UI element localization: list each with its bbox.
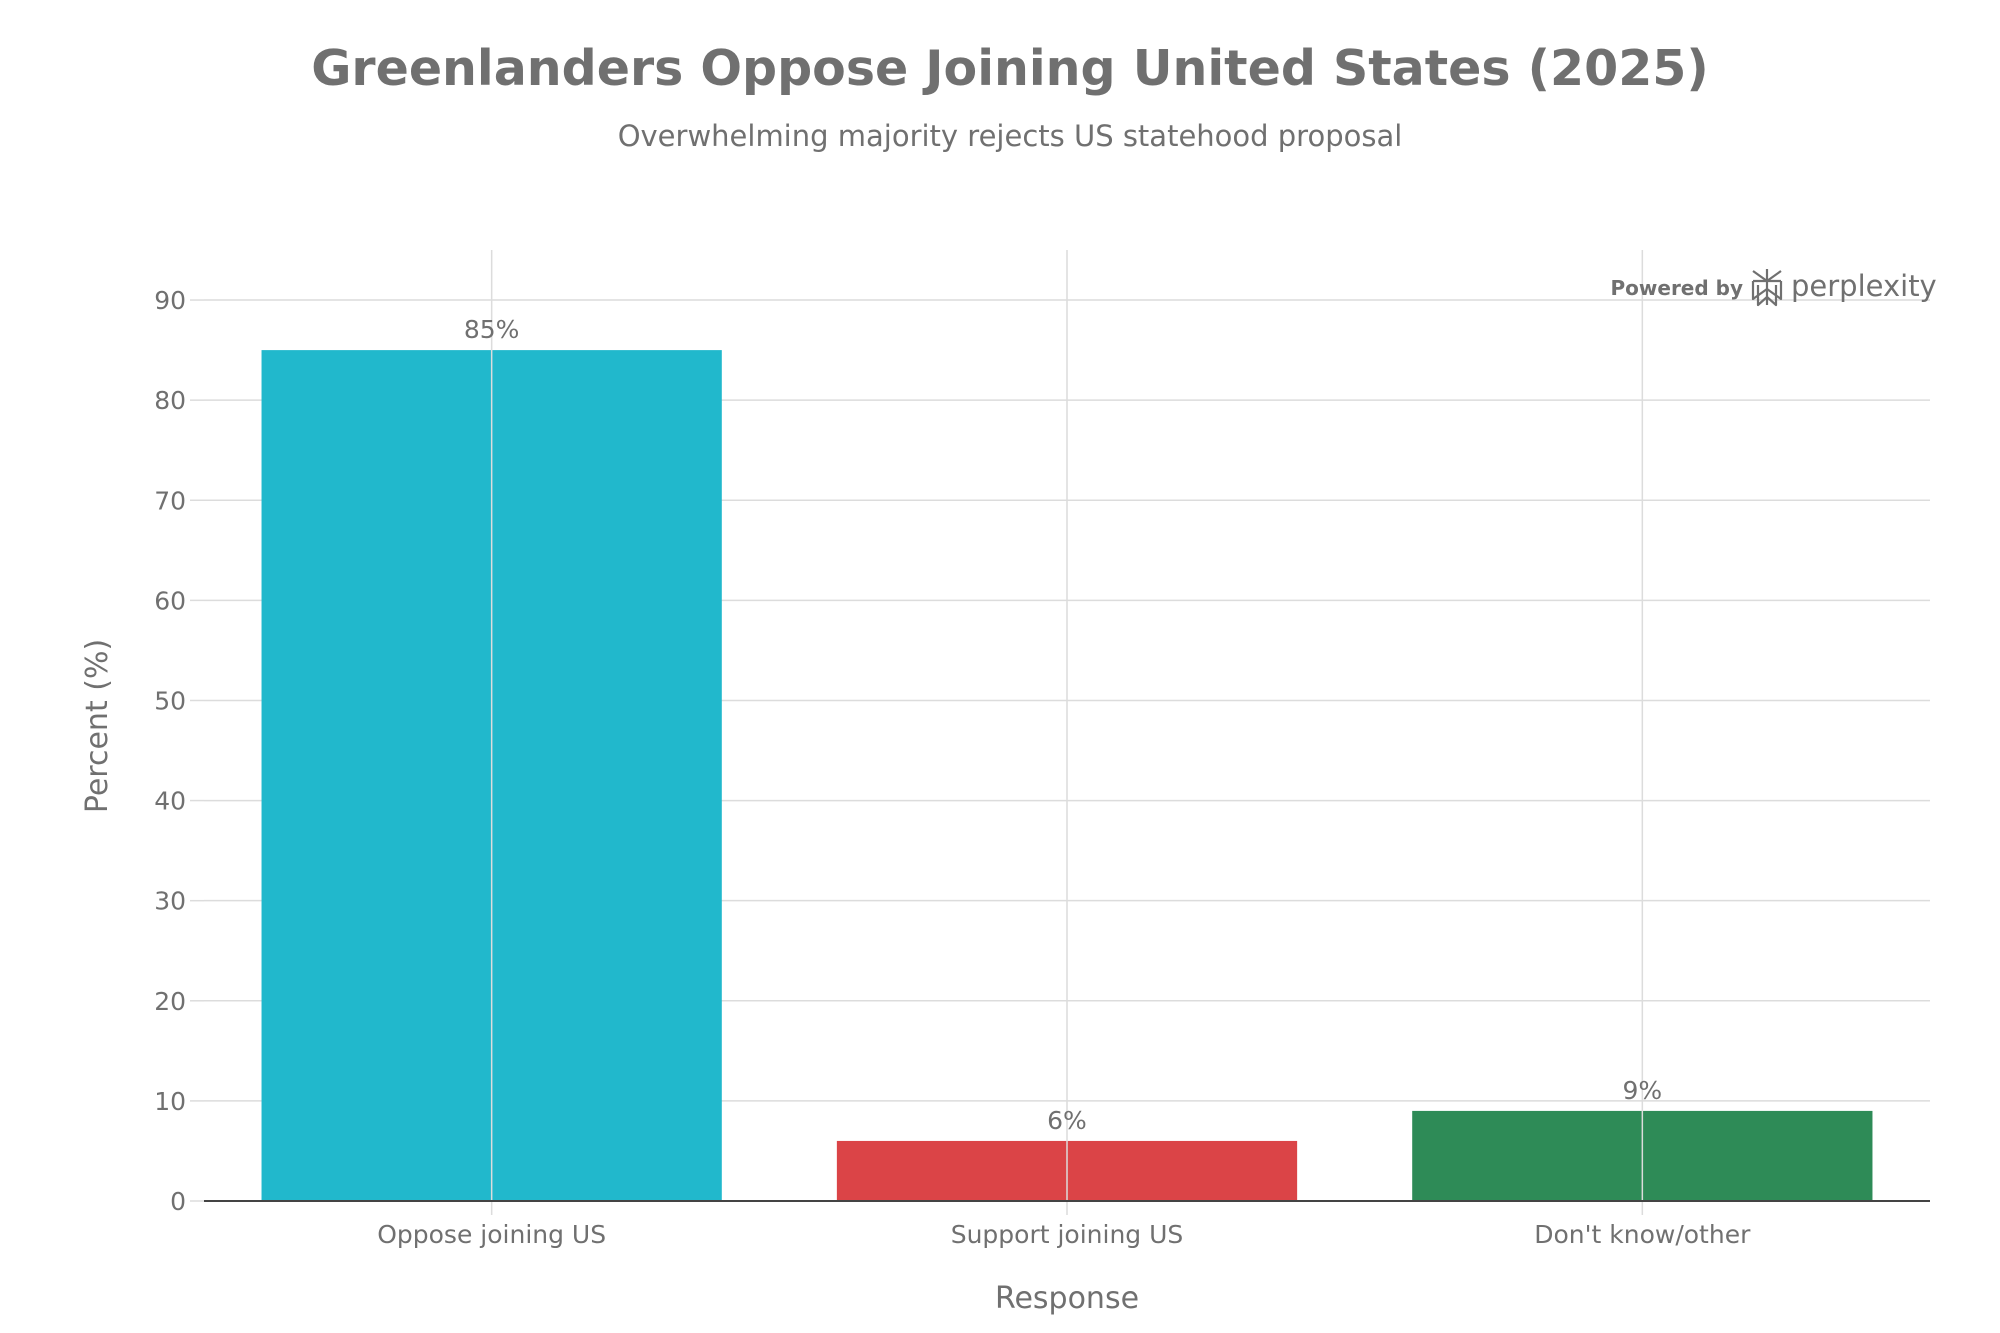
- y-tick-label: 40: [154, 787, 186, 816]
- y-tick-label: 20: [154, 987, 186, 1016]
- x-tick-label: Don't know/other: [1534, 1220, 1751, 1249]
- x-tick-label: Support joining US: [951, 1220, 1184, 1249]
- powered-by-badge: Powered by perplexity: [1611, 269, 1937, 307]
- y-tick-label: 10: [154, 1087, 186, 1116]
- data-labels: 85% 6% 9%: [464, 315, 1662, 1135]
- y-tick-label: 90: [154, 286, 186, 315]
- bar-value-label: 9%: [1622, 1076, 1662, 1105]
- x-tick-label: Oppose joining US: [377, 1220, 606, 1249]
- y-axis-title: Percent (%): [80, 639, 115, 813]
- perplexity-logo-icon: [1751, 269, 1783, 307]
- x-axis-title: Response: [995, 1281, 1139, 1316]
- y-tick-label: 70: [154, 486, 186, 515]
- category-grid-lines: [490, 250, 1644, 1215]
- y-tick-label: 30: [154, 887, 186, 916]
- powered-by-label: Powered by: [1611, 276, 1744, 300]
- y-tick-label: 50: [154, 686, 186, 715]
- y-tick-label: 60: [154, 586, 186, 615]
- chart-subtitle: Overwhelming majority rejects US stateho…: [618, 119, 1403, 153]
- y-axis-ticks: 0 10 20 30 40 50 60 70 80 90: [154, 286, 204, 1216]
- y-tick-label: 80: [154, 386, 186, 415]
- bar-value-label: 85%: [464, 315, 520, 344]
- x-axis-ticks: Oppose joining US Support joining US Don't…: [377, 1220, 1751, 1249]
- perplexity-wordmark: perplexity: [1791, 269, 1937, 303]
- y-tick-label: 0: [170, 1187, 186, 1216]
- bar-value-label: 6%: [1047, 1106, 1087, 1135]
- chart-title: Greenlanders Oppose Joining United State…: [311, 40, 1709, 97]
